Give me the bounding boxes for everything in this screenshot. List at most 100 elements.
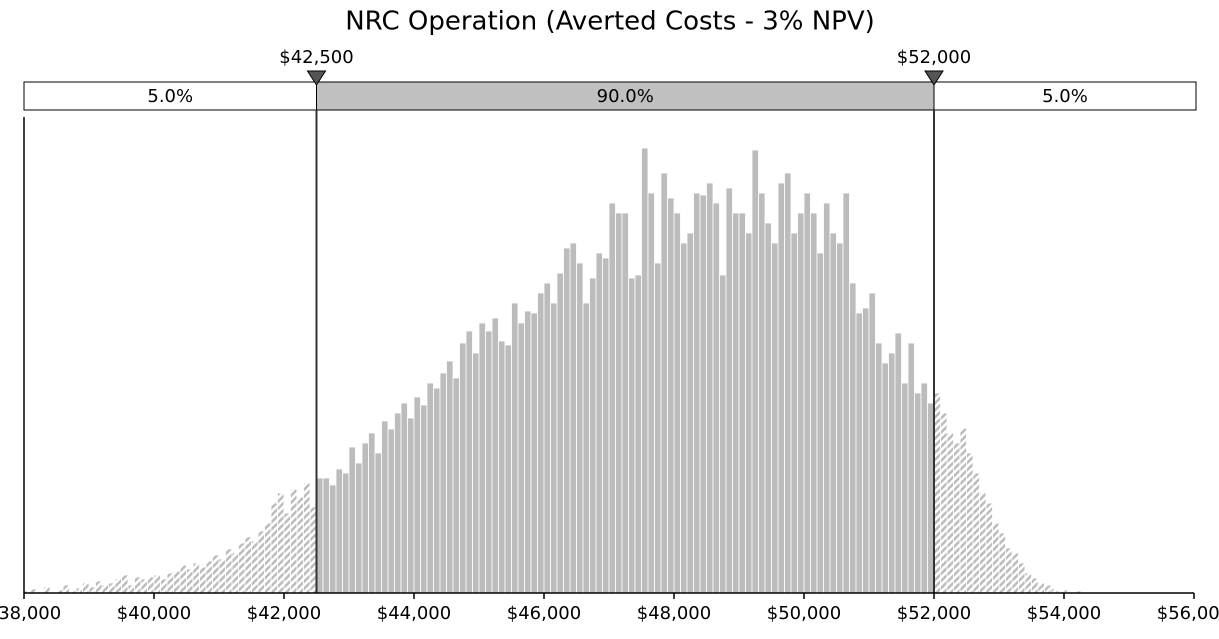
histogram-bar bbox=[472, 352, 480, 594]
histogram-bar bbox=[953, 442, 961, 594]
histogram-bar bbox=[147, 576, 155, 594]
histogram-bar bbox=[758, 192, 766, 594]
x-tick-label: $38,000 bbox=[0, 603, 61, 624]
histogram-bar bbox=[1011, 552, 1019, 594]
histogram-bar bbox=[894, 332, 902, 594]
histogram-bar bbox=[1044, 584, 1052, 594]
histogram-bar bbox=[641, 147, 649, 594]
histogram-bar bbox=[966, 452, 974, 594]
histogram-bar bbox=[855, 312, 863, 594]
histogram-bar bbox=[972, 472, 980, 594]
histogram-bar bbox=[615, 212, 623, 594]
histogram-bar bbox=[82, 582, 90, 594]
histogram-bar bbox=[1024, 572, 1032, 594]
histogram-bar bbox=[303, 482, 311, 594]
histogram-bar bbox=[270, 502, 278, 594]
histogram-bar bbox=[706, 182, 714, 594]
histogram-bar bbox=[738, 212, 746, 594]
histogram-bar bbox=[556, 272, 564, 594]
histogram-bar bbox=[290, 488, 298, 594]
histogram-bar bbox=[1005, 547, 1013, 594]
histogram-bar bbox=[569, 242, 577, 594]
histogram-bar bbox=[355, 462, 363, 594]
region-label: 5.0% bbox=[1042, 86, 1088, 107]
histogram-bar bbox=[719, 274, 727, 594]
histogram-bar bbox=[543, 282, 551, 594]
histogram-bar bbox=[485, 330, 493, 594]
delimiter-marker bbox=[924, 70, 944, 86]
histogram-bar bbox=[205, 560, 213, 594]
x-tick-label: $42,000 bbox=[247, 603, 321, 624]
histogram-bar bbox=[530, 312, 538, 594]
histogram-bar bbox=[699, 194, 707, 594]
histogram-bar bbox=[849, 282, 857, 594]
histogram-bar bbox=[101, 584, 109, 594]
histogram-bar bbox=[563, 247, 571, 594]
histogram-bar bbox=[322, 477, 330, 594]
histogram-bar bbox=[654, 262, 662, 594]
histogram-bar bbox=[446, 360, 454, 594]
histogram-bar bbox=[251, 540, 259, 594]
histogram-bar bbox=[647, 192, 655, 594]
histogram-bar bbox=[907, 342, 915, 594]
histogram-bar bbox=[901, 382, 909, 594]
x-tick-label: $50,000 bbox=[767, 603, 841, 624]
delimiter-marker bbox=[306, 70, 327, 86]
histogram-bar bbox=[134, 576, 142, 594]
histogram-bar bbox=[394, 412, 402, 594]
histogram-bar bbox=[108, 582, 116, 594]
histogram-bar bbox=[199, 566, 207, 594]
histogram-bar bbox=[179, 564, 187, 594]
histogram-bar bbox=[1031, 577, 1039, 594]
histogram-bar bbox=[712, 202, 720, 594]
histogram-bar bbox=[1018, 562, 1026, 594]
x-tick-label: $52,000 bbox=[897, 603, 971, 624]
histogram-bar bbox=[361, 442, 369, 594]
histogram-bar bbox=[595, 252, 603, 594]
histogram-bar bbox=[725, 187, 733, 594]
histogram-bar bbox=[140, 578, 148, 594]
x-tick-label: $56,000 bbox=[1157, 603, 1219, 624]
histogram-bar bbox=[888, 352, 896, 594]
histogram-bar bbox=[998, 532, 1006, 594]
histogram-bar bbox=[95, 580, 103, 594]
histogram-bar bbox=[797, 212, 805, 594]
histogram-bar bbox=[244, 536, 252, 594]
histogram-bar bbox=[277, 492, 285, 594]
histogram-bar bbox=[790, 232, 798, 594]
histogram-bar bbox=[667, 197, 675, 594]
histogram-bar bbox=[121, 574, 129, 594]
histogram-bar bbox=[88, 586, 96, 594]
histogram-bar bbox=[836, 242, 844, 594]
histogram-bar bbox=[173, 570, 181, 594]
histogram-bar bbox=[283, 512, 291, 594]
histogram-bar bbox=[498, 340, 506, 594]
histogram-bar bbox=[660, 172, 668, 594]
histogram-bar bbox=[576, 262, 584, 594]
histogram-bar bbox=[589, 277, 597, 594]
x-tick-label: $40,000 bbox=[117, 603, 191, 624]
histogram-bar bbox=[914, 392, 922, 594]
x-tick-label: $48,000 bbox=[637, 603, 711, 624]
histogram-bar bbox=[238, 542, 246, 594]
histogram-bar bbox=[875, 342, 883, 594]
histogram-bar bbox=[777, 182, 785, 594]
histogram-bar bbox=[771, 242, 779, 594]
histogram-bar bbox=[693, 192, 701, 594]
histogram-bar bbox=[524, 310, 532, 594]
histogram-bar bbox=[823, 202, 831, 594]
histogram-bar bbox=[160, 578, 168, 594]
histogram-bar bbox=[745, 232, 753, 594]
histogram-bar bbox=[842, 192, 850, 594]
histogram-bar bbox=[400, 402, 408, 594]
histogram-bar bbox=[940, 412, 948, 594]
x-tick-label: $54,000 bbox=[1027, 603, 1101, 624]
histogram-bar bbox=[62, 584, 70, 594]
histogram-bar bbox=[296, 496, 304, 594]
region-label: 90.0% bbox=[597, 86, 654, 107]
histogram-bar bbox=[829, 232, 837, 594]
histogram-bar bbox=[517, 322, 525, 594]
histogram-bar bbox=[348, 446, 356, 594]
region-box bbox=[23, 81, 317, 111]
